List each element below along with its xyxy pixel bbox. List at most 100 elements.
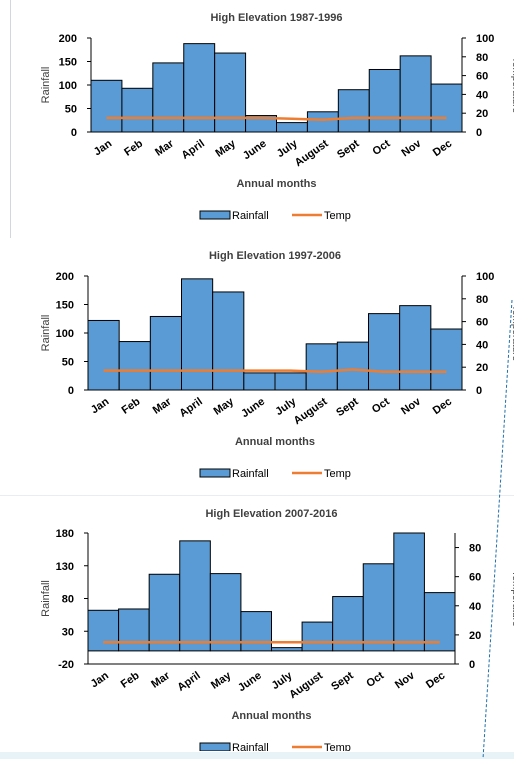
x-tick-label: June	[236, 670, 264, 695]
x-tick-label: Feb	[119, 669, 142, 690]
rainfall-bar	[399, 55, 432, 133]
rainfall-bar	[181, 278, 214, 391]
rainfall-bar	[214, 52, 247, 133]
y2-tick-label: 40	[476, 89, 488, 101]
y2-tick-label: 100	[476, 271, 494, 283]
x-tick-label: Mar	[153, 137, 176, 158]
x-tick-label: Dec	[431, 396, 454, 417]
y-axis-title: Rainfall	[40, 67, 52, 104]
y-tick-label: 100	[56, 328, 74, 340]
chart-1997-2006: High Elevation 1997-2006 0 50 100 150 200 0 20 4…	[40, 250, 514, 480]
y-tick-label: 100	[59, 80, 77, 92]
y2-tick-label: 80	[476, 294, 488, 306]
y2-tick-label: 60	[476, 71, 488, 83]
chart-title: High Elevation 1987-1996	[210, 12, 342, 24]
x-axis-title: Annual months	[231, 710, 311, 722]
rainfall-bar	[243, 372, 276, 391]
legend-temp-label: Temp	[324, 210, 351, 222]
y2-tick-label: 60	[476, 317, 488, 329]
temp-line	[103, 368, 447, 374]
y-tick-label: 180	[56, 528, 74, 540]
y-axis-title: Rainfall	[40, 580, 52, 617]
chart-panel-3: High Elevation 2007-2016 -20 30 80 130 180 0 20…	[0, 498, 514, 751]
x-tick-label: April	[175, 670, 202, 694]
x-tick-label: Jan	[89, 669, 112, 690]
x-tick-label: Sept	[334, 395, 361, 419]
rainfall-bar	[276, 122, 308, 133]
legend-temp-label: Temp	[324, 742, 351, 751]
x-tick-label: August	[293, 137, 331, 169]
chart-panel-2: High Elevation 1997-2006 0 50 100 150 200 0 20 4…	[0, 240, 514, 493]
y2-axis-title: Temperature	[510, 305, 514, 362]
y2-tick-label: 40	[476, 339, 488, 351]
rainfall-bar	[337, 89, 370, 133]
y2-tick-label: 80	[476, 52, 488, 64]
y-tick-label: 200	[59, 33, 77, 45]
rainfall-bar	[368, 313, 401, 391]
x-tick-label: Oct	[364, 669, 386, 690]
rainfall-bar	[430, 83, 463, 133]
rainfall-bar	[118, 341, 151, 391]
legend-temp-label: Temp	[324, 468, 351, 480]
rainfall-bar	[430, 328, 463, 391]
x-tick-label: August	[287, 669, 325, 701]
rainfall-bar	[301, 621, 334, 652]
y-tick-label: 200	[56, 271, 74, 283]
y-tick-label: -20	[58, 659, 74, 671]
rainfall-bar	[271, 647, 303, 652]
y2-tick-label: 20	[469, 630, 481, 642]
x-axis-title: Annual months	[236, 178, 316, 190]
y-tick-label: 30	[62, 626, 74, 638]
chart-1987-1996: High Elevation 1987-1996 0 50 100 150 200 0 20 4…	[40, 12, 514, 222]
rainfall-bar	[274, 372, 307, 391]
rainfall-bar	[179, 540, 211, 652]
x-tick-label: Nov	[399, 395, 424, 417]
rainfall-bar	[399, 305, 432, 391]
x-axis-title: Annual months	[235, 436, 315, 448]
y-axis-title: Rainfall	[40, 315, 52, 352]
legend-rainfall-label: Rainfall	[232, 468, 269, 480]
x-tick-label: Nov	[399, 137, 424, 159]
rainfall-bar	[87, 319, 120, 391]
y2-axis-title: Temperature	[510, 570, 514, 627]
legend-rainfall-label: Rainfall	[232, 210, 269, 222]
temp-line	[106, 116, 447, 122]
chart-title: High Elevation 1997-2006	[209, 250, 341, 262]
x-tick-label: April	[177, 396, 204, 420]
rainfall-bar	[90, 79, 123, 133]
y2-axis-title: Temperature	[510, 57, 514, 114]
rainfall-bar	[209, 573, 242, 652]
rainfall-bar	[362, 563, 395, 652]
y2-tick-label: 0	[476, 127, 482, 139]
y2-tick-label: 0	[469, 659, 475, 671]
x-tick-label: May	[209, 669, 234, 692]
y-tick-label: 0	[68, 385, 74, 397]
x-tick-label: Sept	[329, 669, 356, 693]
x-tick-label: Mar	[151, 395, 174, 416]
x-tick-label: Jan	[89, 395, 112, 416]
x-tick-label: Feb	[120, 395, 143, 416]
x-tick-label: Dec	[424, 670, 447, 691]
y-tick-label: 0	[71, 127, 77, 139]
chart-panel-1: High Elevation 1987-1996 0 50 100 150 200 0 20 4…	[0, 2, 514, 255]
y2-tick-label: 20	[476, 108, 488, 120]
rainfall-bar	[212, 291, 245, 391]
y2-tick-label: 80	[469, 543, 481, 555]
rainfall-bar	[393, 532, 425, 652]
y-tick-label: 80	[62, 594, 74, 606]
x-tick-label: Mar	[149, 669, 172, 690]
x-tick-label: August	[292, 395, 330, 427]
rainfall-bar	[121, 87, 154, 133]
y2-tick-label: 60	[469, 572, 481, 584]
x-tick-label: Dec	[431, 138, 454, 159]
legend-rainfall-label: Rainfall	[232, 742, 269, 751]
rainfall-bar	[149, 315, 182, 391]
y-tick-label: 150	[56, 300, 74, 312]
y2-tick-label: 20	[476, 362, 488, 374]
rainfall-bar	[306, 111, 339, 133]
chart-title: High Elevation 2007-2016	[205, 508, 337, 520]
x-tick-label: June	[241, 138, 269, 163]
rainfall-bar	[152, 62, 185, 133]
panel-divider	[0, 495, 514, 496]
rainfall-bar	[368, 68, 401, 133]
